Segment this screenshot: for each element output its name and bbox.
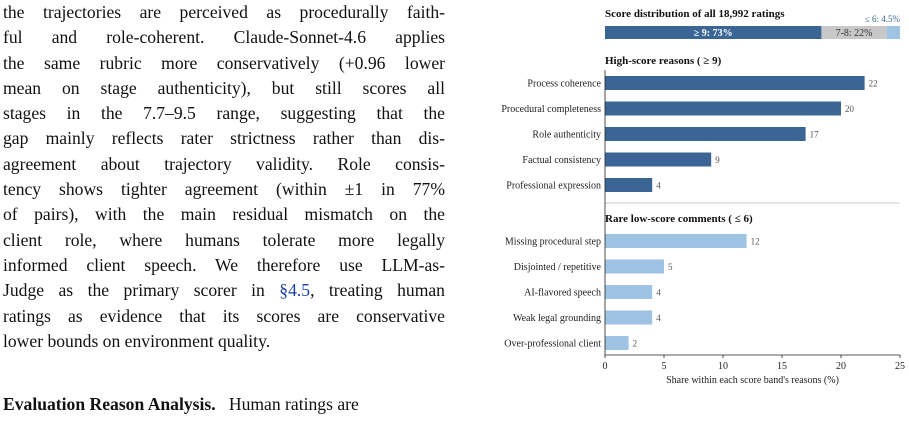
bar [605,152,712,167]
x-tick-label: 5 [662,361,667,372]
data-label: 4 [656,181,661,191]
text-line: lower bounds on environment quality. [3,330,271,351]
body-paragraph: the trajectories are perceived as proced… [3,0,445,354]
x-tick-label: 25 [895,361,905,372]
text-segment: , treating human [310,280,445,301]
category-label: AI-flavored speech [524,288,601,299]
distribution-title: Score distribution of all 18,992 ratings [605,8,785,20]
paragraph-start-text: Human ratings are [228,394,359,414]
data-label: 22 [869,79,878,89]
x-tick-label: 20 [836,361,846,372]
x-tick-label: 10 [718,361,728,372]
distribution-segment-label: ≥ 9: 73% [694,28,733,39]
text-line: stages in the 7.7–9.5 range, suggesting … [3,103,445,124]
distribution-segment [821,26,887,39]
bar [605,285,653,299]
section-reference-link[interactable]: §4.5 [279,280,311,301]
text-line: ratings as evidence that its scores are … [3,305,445,326]
body-text-column: the trajectories are perceived as proced… [3,0,445,354]
bar [605,127,806,141]
x-tick-label: 0 [603,361,608,372]
bar [605,336,629,350]
data-label: 2 [633,339,638,349]
data-label: 12 [751,237,760,247]
distribution-segment [886,26,900,39]
text-line: agreement about trajectory validity. Rol… [3,153,445,174]
category-label: Procedural completeness [501,104,601,115]
category-label: Factual consistency [522,155,601,166]
data-label: 5 [668,262,673,272]
distribution-segment-label: ≤ 6: 4.5% [865,14,901,24]
bar [605,259,664,274]
category-label: Weak legal grounding [513,313,601,324]
bar [605,310,653,325]
x-axis-label: Share within each score band's reasons (… [666,375,839,386]
text-line: Judge as the primary scorer in §4.5, tre… [3,278,445,303]
text-line: mean on stage authenticity), but still s… [3,77,445,98]
text-line: the trajectories are perceived as proced… [3,2,445,22]
category-label: Process coherence [527,79,601,90]
bar [605,101,841,116]
bar [605,234,747,248]
text-line: gap mainly reflects rater strictness rat… [3,128,445,149]
text-line: the same rubric more conservatively (+0.… [3,52,445,73]
distribution-segment-label: 7-8: 22% [836,28,873,39]
panel-title: Rare low-score comments ( ≤ 6) [605,213,753,225]
category-label: Role authenticity [532,130,601,141]
panel-title: High-score reasons ( ≥ 9) [605,55,722,67]
data-label: 17 [810,130,820,140]
distribution-segment [605,26,822,39]
text-segment: Judge as the primary scorer in [3,280,280,301]
data-label: 9 [715,155,720,165]
text-line: informed client speech. We therefore use… [3,254,445,275]
paragraph-heading: Evaluation Reason Analysis. [3,394,216,414]
text-line: client role, where humans tolerate more … [3,229,445,250]
next-paragraph: Evaluation Reason Analysis. Human rating… [3,392,445,417]
category-label: Disjointed / repetitive [514,262,602,273]
x-tick-label: 15 [777,361,787,372]
figure: Score distribution of all 18,992 ratings… [482,0,909,424]
data-label: 20 [845,104,855,114]
text-line: of pairs), with the main residual mismat… [3,204,445,225]
data-label: 4 [656,288,661,298]
category-label: Missing procedural step [505,237,601,248]
data-label: 4 [656,313,661,323]
bar [605,178,653,192]
text-line: ful and role-coherent. Claude-Sonnet-4.6… [3,27,445,48]
category-label: Professional expression [506,181,601,192]
category-label: Over-professional client [504,339,601,350]
text-line: tency shows tighter agreement (within ±1… [3,179,445,200]
reasons-chart: Score distribution of all 18,992 ratings… [501,8,905,386]
bar [605,76,865,90]
